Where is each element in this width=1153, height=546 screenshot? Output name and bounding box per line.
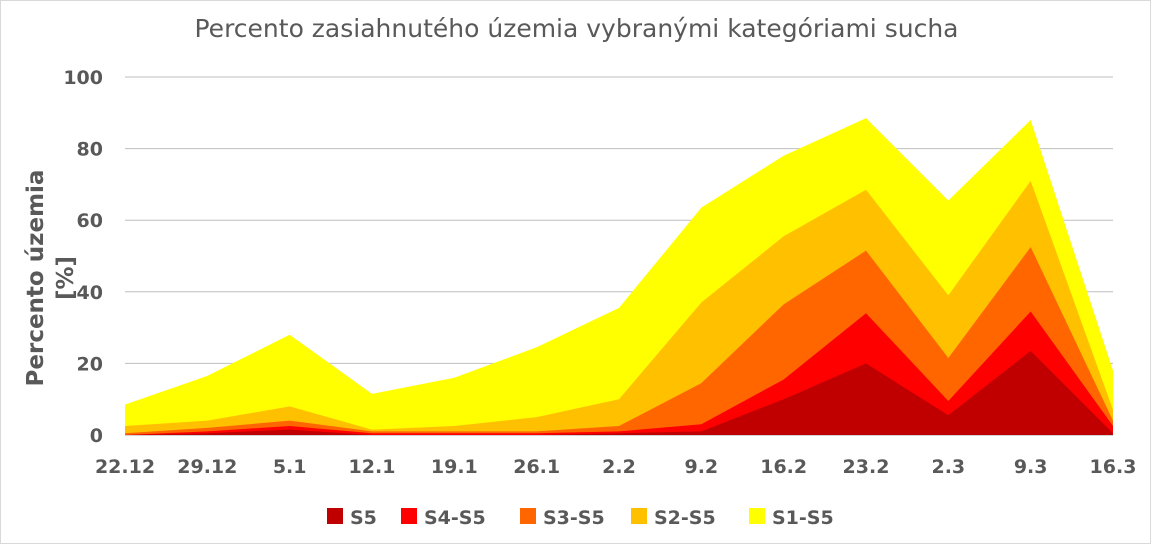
y-tick-label: 80 <box>77 139 103 161</box>
x-tick-label: 9.2 <box>684 456 718 478</box>
x-tick-label: 22.12 <box>95 456 155 478</box>
legend-label: S1-S5 <box>772 507 834 529</box>
x-tick-label: 2.2 <box>602 456 636 478</box>
legend: S5 S4-S5 S3-S5 S2-S5 S1-S5 <box>327 507 834 529</box>
chart-title: Percento zasiahnutého územia vybranými k… <box>194 14 959 43</box>
x-tick-label: 16.3 <box>1090 456 1137 478</box>
legend-swatch <box>327 508 343 524</box>
x-tick-label: 16.2 <box>760 456 807 478</box>
x-tick-label: 26.1 <box>513 456 560 478</box>
y-tick-labels: 0 20 40 60 80 100 <box>63 67 103 447</box>
legend-label: S2-S5 <box>654 507 716 529</box>
legend-swatch <box>631 508 647 524</box>
x-tick-label: 9.3 <box>1014 456 1048 478</box>
y-tick-label: 20 <box>77 353 103 375</box>
x-tick-label: 5.1 <box>273 456 307 478</box>
x-tick-labels: 22.12 29.12 5.1 12.1 19.1 26.1 2.2 9.2 16.2 23.2 2… <box>95 456 1137 478</box>
y-tick-label: 60 <box>77 210 103 232</box>
y-tick-label: 0 <box>90 425 103 447</box>
y-tick-label: 40 <box>77 282 103 304</box>
legend-label: S4-S5 <box>424 507 486 529</box>
legend-swatch <box>401 508 417 524</box>
x-tick-label: 19.1 <box>431 456 478 478</box>
legend-swatch <box>749 508 765 524</box>
area-series <box>125 118 1113 436</box>
y-tick-label: 100 <box>63 67 103 89</box>
area-s5 <box>125 350 1113 435</box>
x-tick-label: 2.3 <box>931 456 965 478</box>
x-tick-label: 29.12 <box>177 456 237 478</box>
x-tick-label: 23.2 <box>843 456 890 478</box>
legend-label: S3-S5 <box>543 507 605 529</box>
legend-swatch <box>520 508 536 524</box>
x-tick-label: 12.1 <box>349 456 396 478</box>
legend-label: S5 <box>350 507 377 529</box>
